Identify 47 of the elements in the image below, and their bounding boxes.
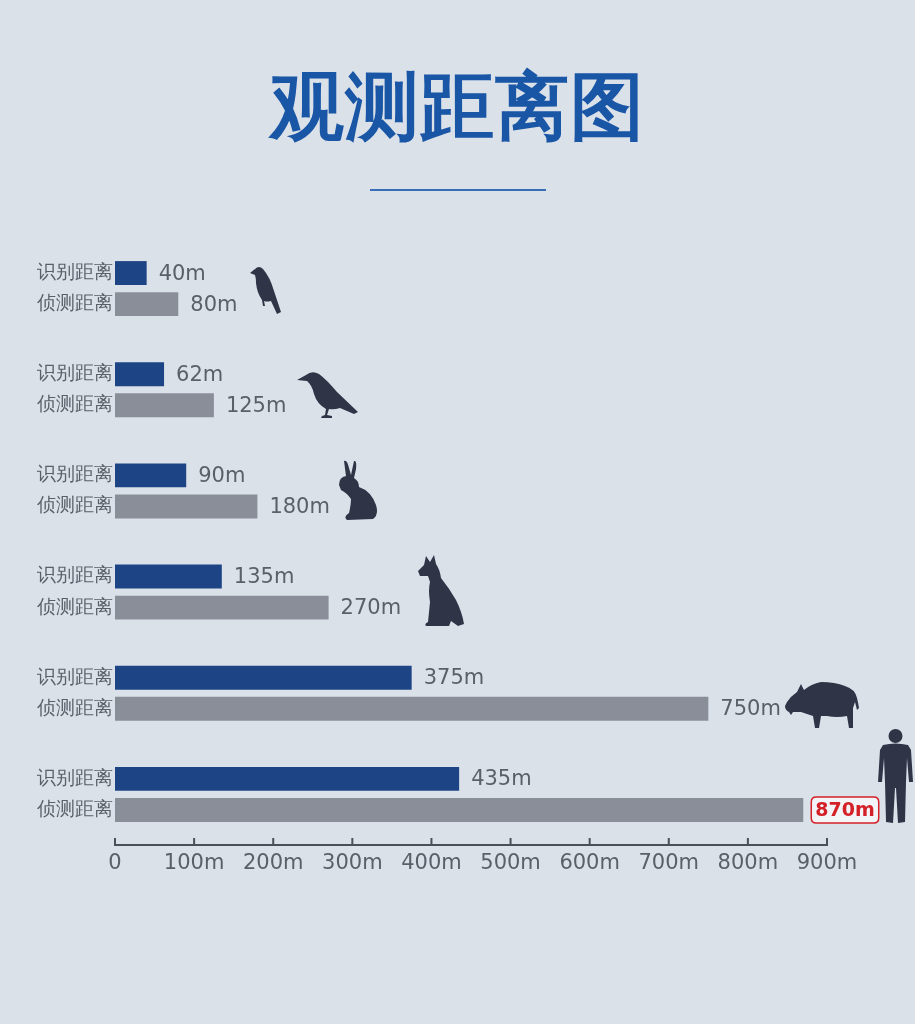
bar <box>115 564 222 589</box>
series-label: 侦测距离 <box>36 291 113 314</box>
bar <box>115 362 165 387</box>
text: 识别距离 <box>37 462 113 485</box>
bar <box>115 665 412 690</box>
bar <box>115 393 214 418</box>
text: 识别距离 <box>37 361 113 384</box>
text: 识别距离 <box>37 765 113 788</box>
bar <box>115 595 329 620</box>
text: 侦测距离 <box>37 594 113 617</box>
text: 侦测距离 <box>37 796 113 819</box>
data-label: 90m <box>198 462 246 487</box>
text: 识别距离 <box>37 563 113 586</box>
data-label: 125m <box>225 392 287 417</box>
data-label: 40m <box>158 260 206 285</box>
x-tick-label: 200m <box>242 850 304 875</box>
series-label: 识别距离 <box>37 259 113 282</box>
x-tick-label: 600m <box>559 850 620 875</box>
data-label: 180m <box>269 493 330 518</box>
data-label: 62m <box>176 361 224 386</box>
data-label: 135m <box>233 564 295 589</box>
x-tick-label: 900m <box>796 850 858 875</box>
x-tick-label: 400m <box>401 850 462 875</box>
data-label: 750m <box>720 696 781 721</box>
x-tick-label: 700m <box>638 850 700 875</box>
data-label: 435m <box>471 766 532 791</box>
data-label: 80m <box>190 291 238 316</box>
text: 侦测距离 <box>37 392 113 415</box>
x-tick-label: 100m <box>163 850 225 875</box>
text: 侦测距离 <box>37 695 113 718</box>
chart-title: 观测距离图 <box>267 62 646 150</box>
data-label: 375m <box>423 665 485 690</box>
bar <box>115 696 709 721</box>
x-tick-label: 0 <box>108 850 122 875</box>
text: 侦测距离 <box>37 493 113 516</box>
bar <box>115 797 804 822</box>
data-label: 870m <box>815 797 875 820</box>
text: 识别距离 <box>37 664 113 687</box>
bar <box>115 766 460 791</box>
data-label: 270m <box>340 595 402 620</box>
bar <box>115 463 187 488</box>
bar <box>115 261 147 286</box>
x-tick-label: 500m <box>480 850 541 875</box>
x-tick-label: 800m <box>717 850 779 875</box>
bar <box>115 494 258 519</box>
bar <box>115 292 179 317</box>
x-tick-label: 300m <box>322 850 383 875</box>
